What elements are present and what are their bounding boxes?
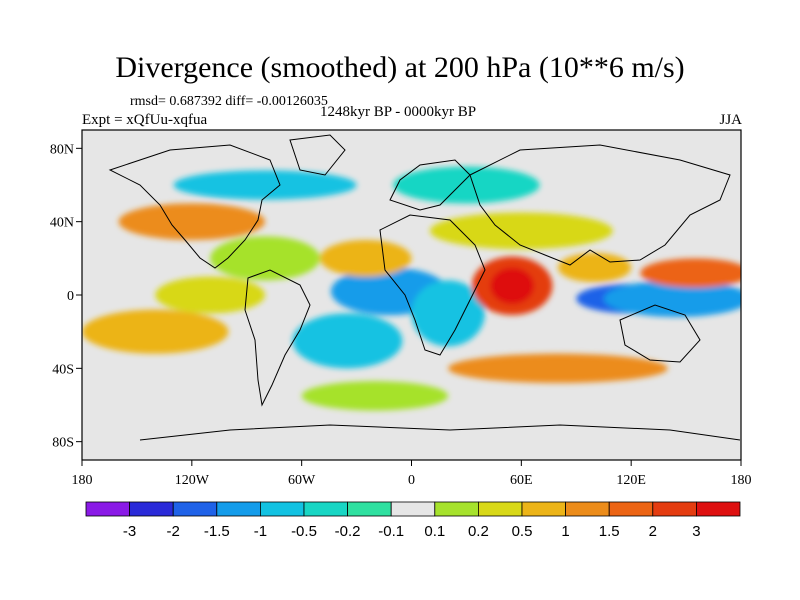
colorbar: -3 -2 -1.5 -1 -0.5 -0.2 -0.1 0.1 0.2 0.5 1 1.5 2 3 [85, 501, 741, 540]
colorbar-swatch-5 [303, 501, 348, 517]
north-america-outline [108, 144, 281, 269]
lon-tick-label: 60W [288, 473, 316, 488]
field-blob-16 [448, 353, 668, 384]
colorbar-swatch-12 [608, 501, 654, 517]
colorbar-swatch-0 [85, 501, 130, 517]
colorbar-label: -1 [254, 523, 267, 540]
colorbar-label: 0.5 [512, 523, 533, 540]
antarctica-outline [139, 424, 741, 441]
latitude-axis: 80N 40N 0 40S 80S [50, 142, 82, 451]
colorbar-swatch-1 [129, 501, 174, 517]
field-blob-18 [210, 236, 320, 281]
field-blob-12 [292, 313, 403, 369]
lat-tick-label: 40N [50, 216, 74, 231]
greenland-outline [289, 134, 346, 176]
field-blob-8 [640, 258, 741, 288]
colorbar-swatch-14 [696, 501, 741, 517]
colorbar-label: 0.1 [424, 523, 445, 540]
asia-outline [469, 144, 731, 266]
field-blob-19 [393, 166, 540, 204]
colorbar-label: 0.2 [468, 523, 489, 540]
field-blob-11 [155, 276, 266, 314]
field-blob-13 [319, 240, 412, 277]
colorbar-swatch-11 [565, 501, 610, 517]
field-blob-3 [411, 280, 485, 347]
lon-tick-label: 180 [731, 473, 752, 488]
colorbar-swatch-8 [434, 501, 479, 517]
colorbar-label: -0.1 [378, 523, 404, 540]
stats-text: rmsd= 0.687392 diff= -0.00126035 [130, 94, 328, 109]
colorbar-label: -3 [123, 523, 136, 540]
colorbar-label: -0.2 [335, 523, 361, 540]
colorbar-swatch-9 [477, 501, 523, 517]
period-label: 1248kyr BP - 0000kyr BP [320, 104, 477, 120]
colorbar-label: 3 [692, 523, 700, 540]
colorbar-label: 1 [561, 523, 569, 540]
lat-tick-label: 80N [50, 142, 74, 157]
lat-tick-label: 80S [52, 436, 74, 451]
south-america-outline [244, 269, 311, 407]
map-title: Divergence (smoothed) at 200 hPa (10**6 … [115, 51, 685, 84]
africa-outline [379, 214, 486, 356]
experiment-label: Expt = xQfUu-xqfua [82, 112, 208, 128]
lat-tick-label: 40S [52, 362, 74, 377]
field-blob-20 [301, 381, 449, 411]
colorbar-label: 1.5 [599, 523, 620, 540]
coastlines [108, 134, 741, 441]
colorbar-label: -2 [167, 523, 180, 540]
field-blob-17 [118, 203, 266, 241]
field-blob-10 [82, 309, 229, 354]
colorbar-swatch-3 [216, 501, 261, 517]
field-blob-7 [603, 280, 741, 317]
lon-tick-label: 180 [72, 473, 93, 488]
colorbar-swatch-13 [652, 501, 697, 517]
lon-tick-label: 60E [510, 473, 533, 488]
divergence-field [82, 166, 741, 411]
colorbar-label: -1.5 [204, 523, 230, 540]
field-blob-15 [173, 170, 357, 200]
colorbar-swatch-6 [347, 501, 392, 517]
colorbar-label: 2 [649, 523, 657, 540]
field-blob-9 [557, 252, 632, 283]
lat-tick-label: 0 [67, 289, 74, 304]
australia-outline [619, 304, 701, 363]
colorbar-label: -0.5 [291, 523, 317, 540]
lon-tick-label: 120E [616, 473, 646, 488]
field-blob-5 [490, 267, 535, 305]
colorbar-swatch-4 [259, 501, 305, 517]
lon-tick-label: 120W [175, 473, 210, 488]
colorbar-swatch-7 [390, 501, 436, 517]
lon-tick-label: 0 [408, 473, 415, 488]
colorbar-swatch-2 [172, 501, 218, 517]
field-blob-14 [429, 212, 613, 250]
colorbar-swatch-10 [521, 501, 566, 517]
season-label: JJA [719, 112, 742, 128]
field-layer [82, 166, 741, 411]
longitude-axis: 180 120W 60W 0 60E 120E 180 [72, 460, 752, 488]
